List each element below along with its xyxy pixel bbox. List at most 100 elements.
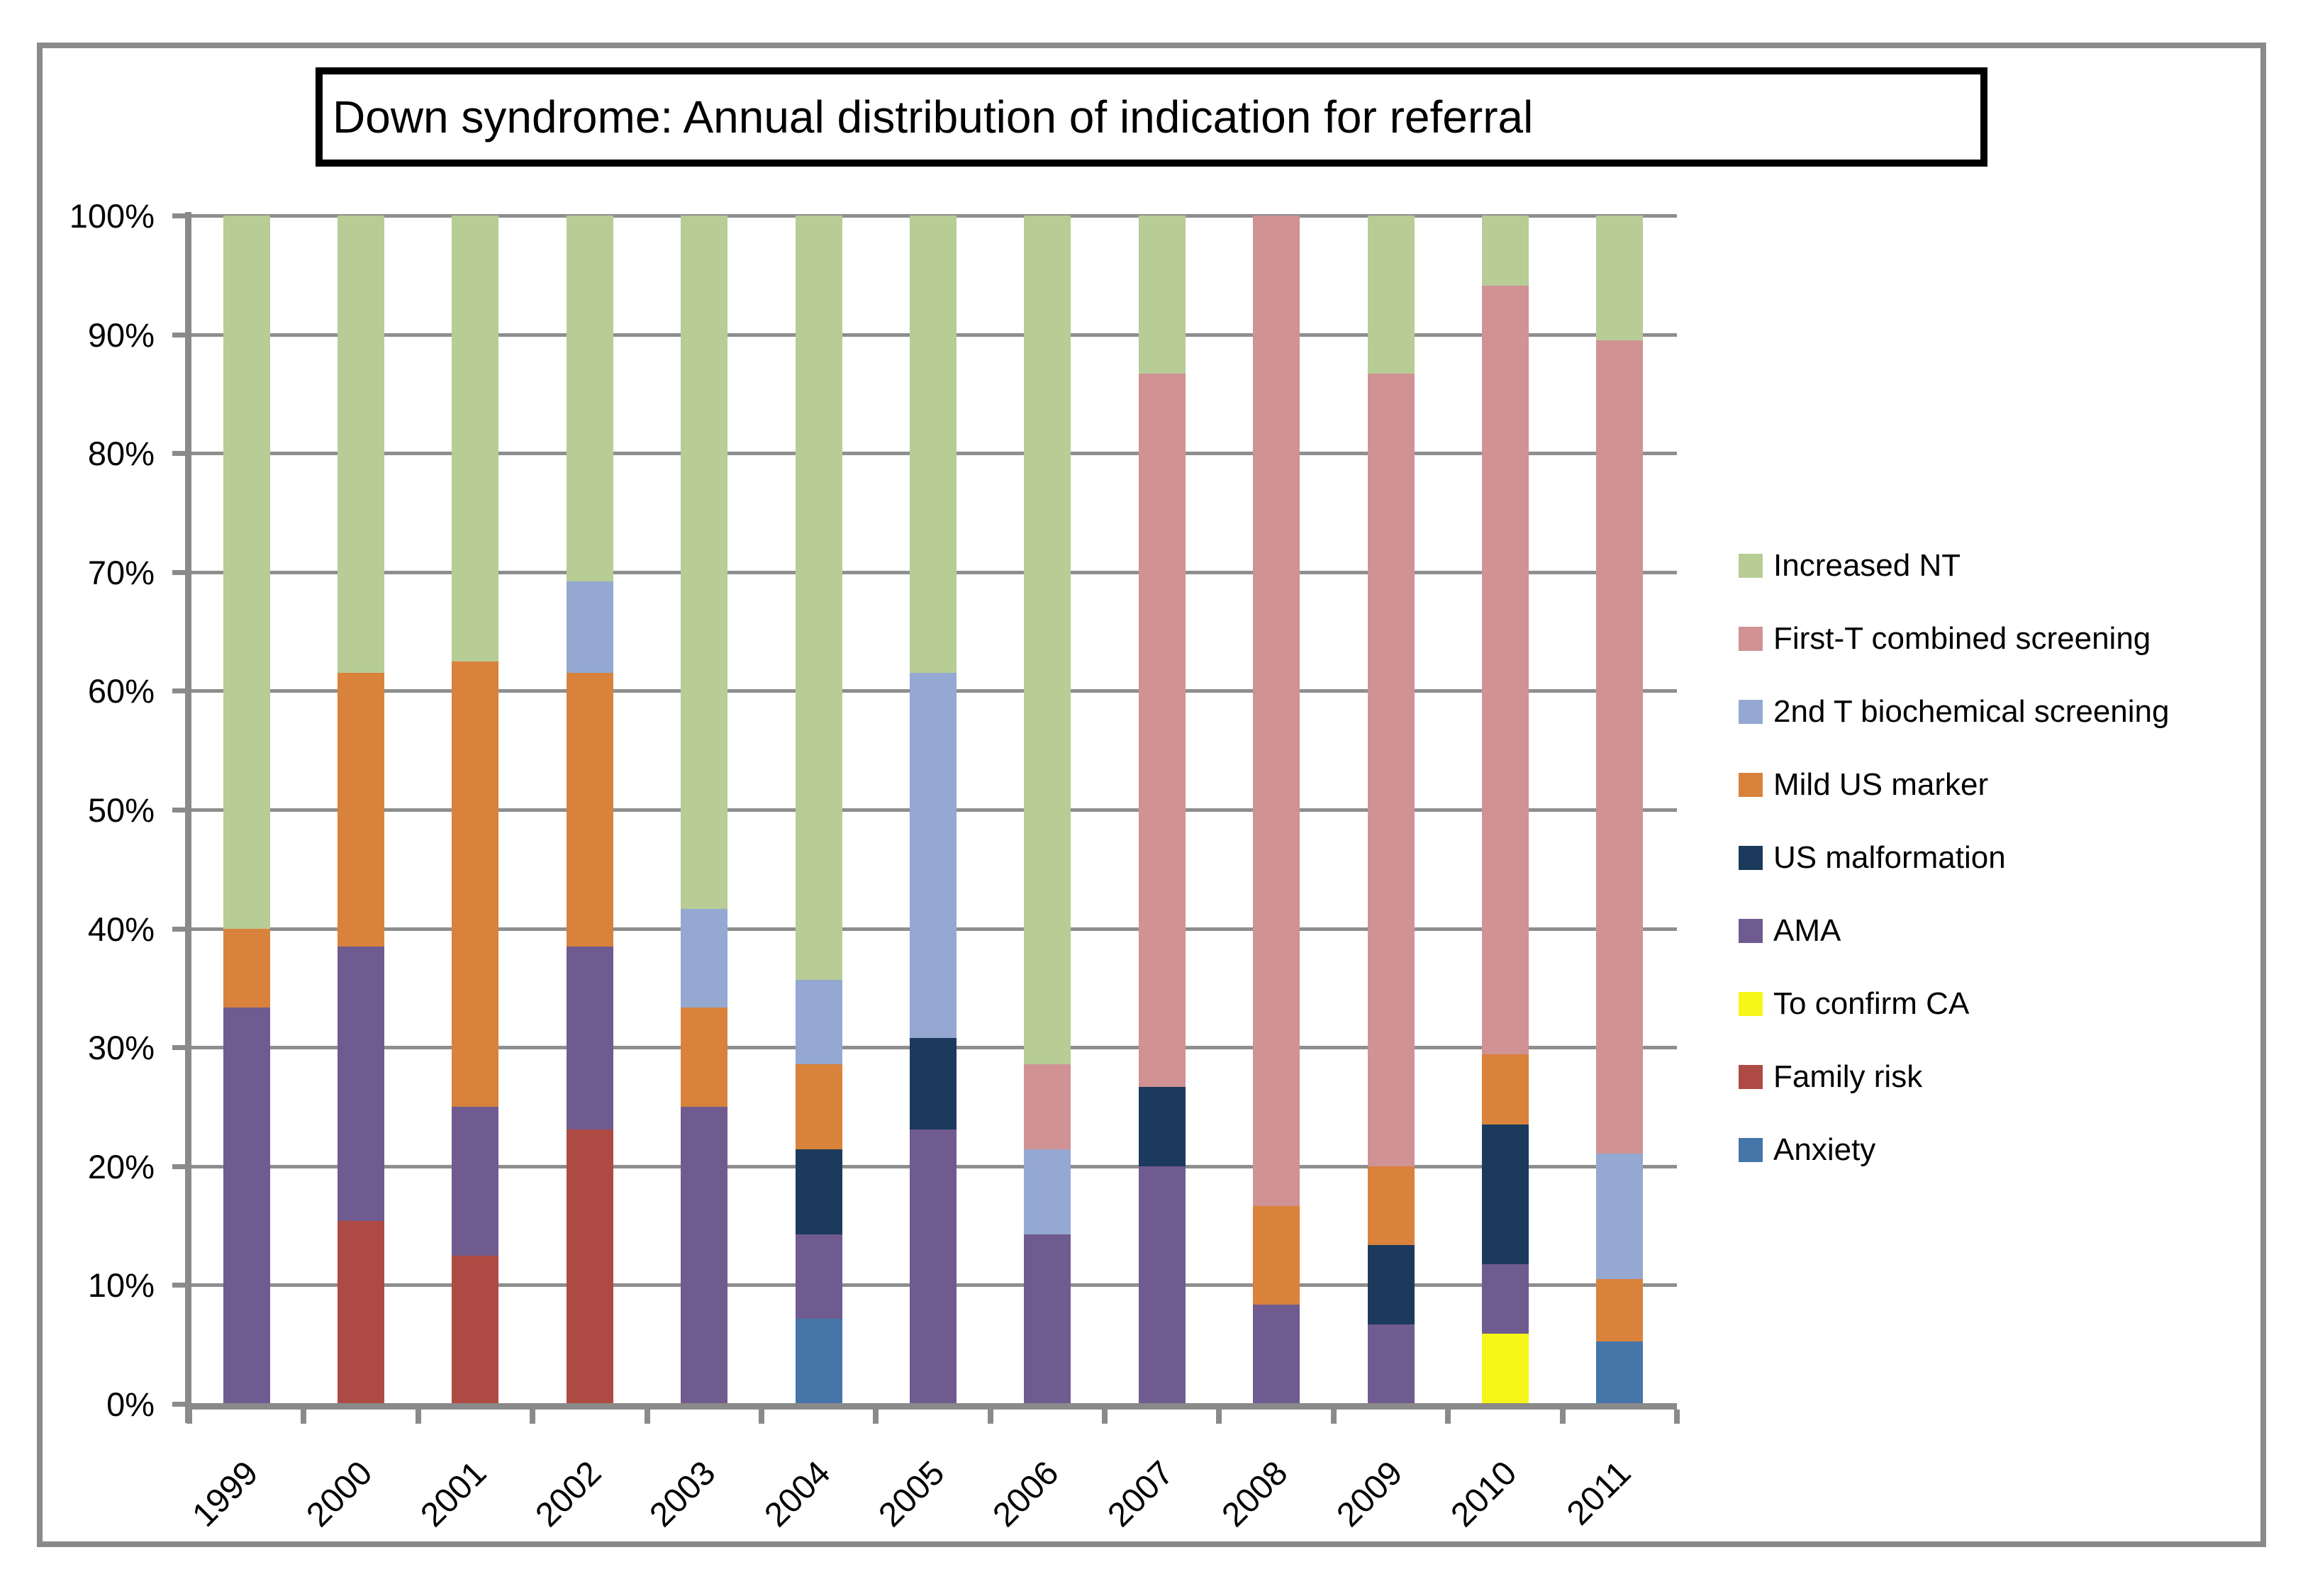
legend-label: Anxiety: [1773, 1132, 1876, 1167]
stacked-bar-2008: [1253, 216, 1300, 1404]
x-boundary-tick: [1445, 1410, 1451, 1424]
segment-family-risk-2002: [566, 1129, 613, 1404]
segment-us-malformation-2009: [1367, 1245, 1415, 1325]
segment-mild-us-marker-2004: [795, 1064, 842, 1149]
legend-item-to-confirm-ca: To confirm CA: [1739, 967, 2170, 1040]
segment-increased-nt-2004: [795, 216, 842, 980]
y-axis-label: 40%: [87, 910, 155, 948]
y-axis-label: 100%: [69, 197, 155, 235]
segment-increased-nt-2003: [681, 216, 728, 909]
y-tick-50%: [172, 808, 189, 813]
segment-us-malformation-2007: [1138, 1087, 1186, 1166]
segment-anxiety-2004: [795, 1319, 842, 1404]
segment-increased-nt-2010: [1481, 215, 1529, 286]
x-boundary-tick: [415, 1410, 421, 1424]
legend-item-2nd-t-biochemical-screening: 2nd T biochemical screening: [1739, 675, 2170, 748]
segment-us-malformation-2004: [795, 1149, 842, 1234]
y-axis-label: 0%: [106, 1385, 155, 1423]
stacked-bar-2004: [795, 216, 842, 1404]
y-tick-100%: [172, 213, 189, 218]
y-tick-0%: [172, 1402, 189, 1407]
y-axis-label: 80%: [87, 435, 155, 473]
legend-item-first-t-combined-screening: First-T combined screening: [1739, 602, 2170, 675]
y-tick-10%: [172, 1283, 189, 1288]
x-boundary-tick: [987, 1410, 993, 1424]
legend-swatch: [1739, 1137, 1763, 1162]
segment-ama-2010: [1481, 1263, 1529, 1334]
legend-label: To confirm CA: [1773, 986, 1970, 1021]
segment-2nd-t-biochemical-screening-2006: [1024, 1149, 1071, 1234]
stacked-bar-2003: [681, 216, 728, 1404]
y-tick-70%: [172, 569, 189, 575]
segment-family-risk-2000: [338, 1221, 385, 1404]
legend-item-anxiety: Anxiety: [1739, 1113, 2170, 1186]
legend-swatch: [1739, 626, 1763, 651]
x-boundary-tick: [1216, 1410, 1222, 1424]
segment-mild-us-marker-2008: [1253, 1205, 1300, 1305]
segment-anxiety-2011: [1596, 1341, 1644, 1404]
y-axis-line: [185, 212, 191, 1423]
legend: Increased NT First-T combined screening 2n…: [1739, 529, 2170, 1186]
segment-increased-nt-2005: [910, 215, 957, 673]
segment-increased-nt-2011: [1596, 216, 1644, 341]
x-boundary-tick: [1559, 1410, 1566, 1424]
segment-mild-us-marker-2010: [1481, 1054, 1529, 1125]
segment-ama-2000: [338, 947, 385, 1222]
segment-us-malformation-2010: [1481, 1124, 1529, 1264]
legend-item-mild-us-marker: Mild US marker: [1739, 748, 2170, 821]
legend-swatch: [1739, 772, 1763, 797]
segment-2nd-t-biochemical-screening-2003: [681, 908, 728, 1008]
segment-mild-us-marker-2002: [566, 672, 613, 947]
legend-label: Increased NT: [1773, 547, 1961, 583]
segment-2nd-t-biochemical-screening-2002: [566, 581, 613, 673]
segment-increased-nt-2002: [566, 215, 613, 581]
segment-ama-2002: [566, 947, 613, 1130]
legend-swatch: [1739, 918, 1763, 943]
legend-item-us-malformation: US malformation: [1739, 821, 2170, 894]
y-tick-40%: [172, 926, 189, 932]
segment-mild-us-marker-2000: [338, 672, 385, 947]
segment-mild-us-marker-2011: [1596, 1278, 1644, 1341]
y-tick-90%: [172, 332, 189, 337]
x-boundary-tick: [1330, 1410, 1337, 1424]
legend-label: AMA: [1773, 913, 1841, 948]
segment-ama-2001: [452, 1107, 499, 1256]
y-tick-80%: [172, 451, 189, 457]
y-axis-label: 90%: [87, 316, 155, 354]
segment-increased-nt-2000: [338, 215, 385, 673]
stacked-bar-2002: [566, 215, 613, 1404]
legend-swatch: [1739, 845, 1763, 870]
legend-label: 2nd T biochemical screening: [1773, 693, 2170, 729]
stacked-bar-2000: [338, 215, 385, 1404]
legend-swatch: [1739, 553, 1763, 578]
segment-2nd-t-biochemical-screening-2004: [795, 979, 842, 1065]
x-boundary-tick: [530, 1410, 536, 1424]
segment-ama-2004: [795, 1234, 842, 1319]
stacked-bar-1999: [223, 216, 270, 1404]
segment-ama-2009: [1367, 1324, 1415, 1404]
segment-mild-us-marker-2003: [681, 1008, 728, 1107]
x-boundary-tick: [301, 1410, 307, 1424]
segment-ama-2005: [910, 1129, 957, 1404]
x-boundary-tick: [873, 1410, 879, 1424]
segment-ama-2003: [681, 1106, 728, 1404]
segment-first-t-combined-screening-2007: [1138, 374, 1186, 1087]
segment-family-risk-2001: [452, 1255, 499, 1404]
y-axis-label: 30%: [87, 1029, 155, 1067]
segment-increased-nt-2007: [1138, 216, 1186, 374]
legend-swatch: [1739, 991, 1763, 1016]
segment-mild-us-marker-2009: [1367, 1166, 1415, 1246]
segment-ama-2006: [1024, 1234, 1071, 1404]
x-axis-line: [189, 1403, 1677, 1410]
segment-us-malformation-2005: [910, 1038, 957, 1130]
segment-first-t-combined-screening-2011: [1596, 340, 1644, 1154]
x-boundary-tick: [1674, 1410, 1680, 1424]
segment-2nd-t-biochemical-screening-2005: [910, 672, 957, 1039]
y-tick-60%: [172, 688, 189, 694]
legend-label: Family risk: [1773, 1059, 1923, 1094]
chart-title-box: Down syndrome: Annual distribution of in…: [316, 67, 1987, 167]
segment-increased-nt-2001: [452, 216, 499, 662]
y-tick-30%: [172, 1045, 189, 1051]
y-axis-label: 60%: [87, 672, 155, 710]
segment-first-t-combined-screening-2008: [1253, 216, 1300, 1206]
